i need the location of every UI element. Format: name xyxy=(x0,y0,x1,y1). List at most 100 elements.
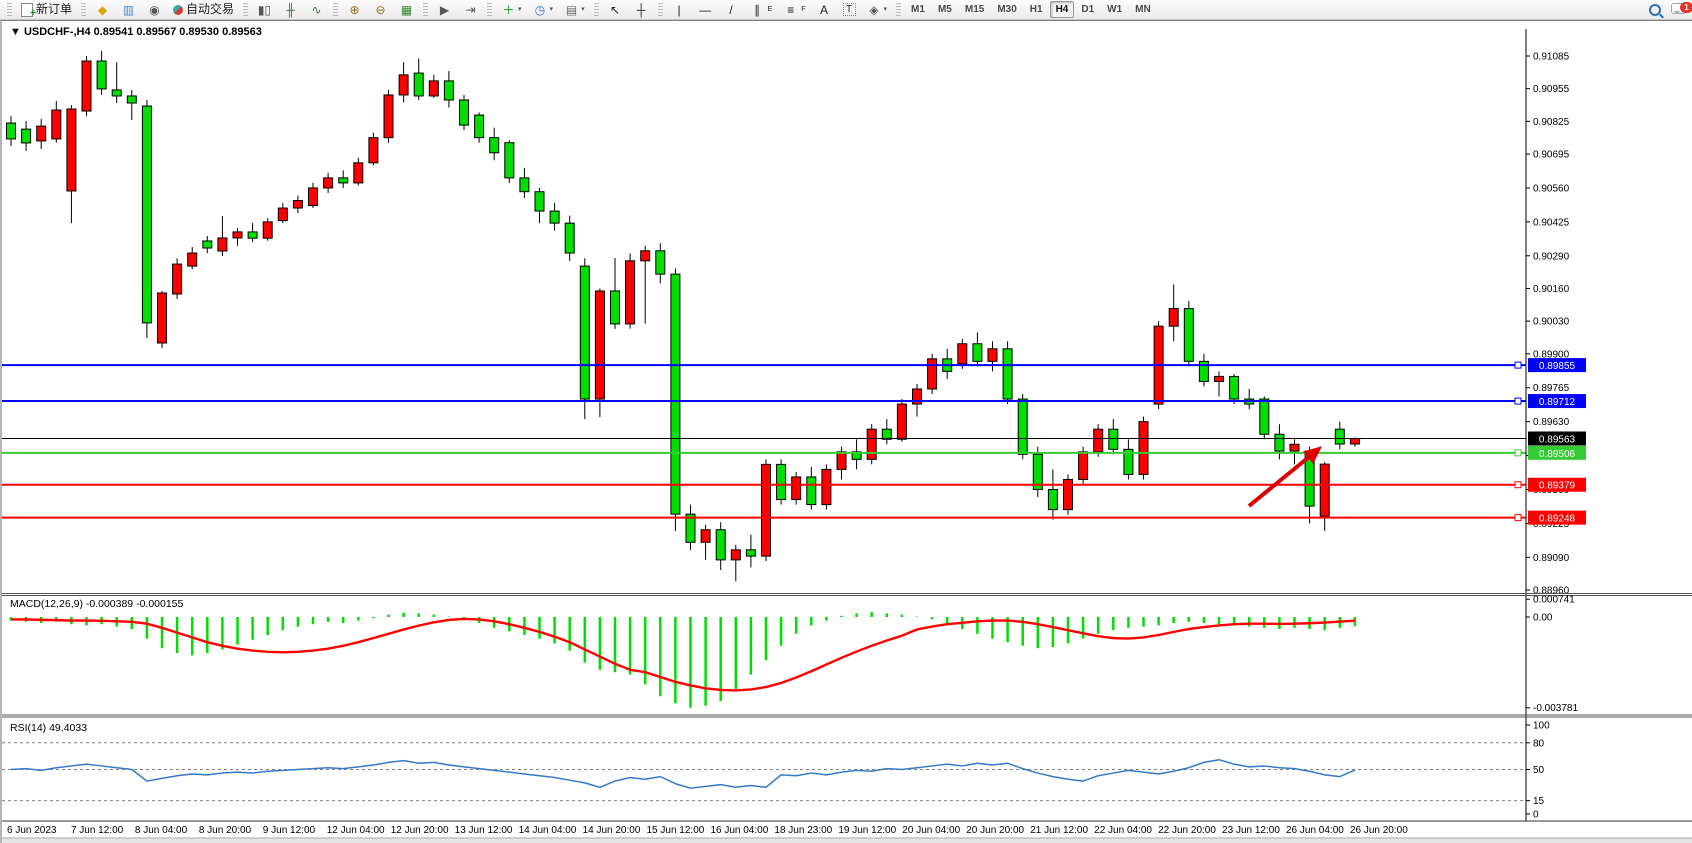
equidistant-channel-icon[interactable]: ∥ E xyxy=(745,0,778,19)
candlestick xyxy=(579,258,590,420)
candlestick xyxy=(202,235,213,254)
trendline-icon: / xyxy=(729,2,733,17)
chart-shift-icon[interactable]: ⇥ xyxy=(458,0,483,19)
candlestick xyxy=(1108,419,1119,455)
zoom-out-icon[interactable]: ⊖ xyxy=(368,0,393,19)
trendline-icon[interactable]: / xyxy=(719,0,744,19)
candlestick xyxy=(761,459,771,562)
notification-badge: 1 xyxy=(1680,2,1692,13)
trend-arrow[interactable] xyxy=(1247,446,1322,508)
candlestick xyxy=(791,471,802,505)
candlestick xyxy=(1198,353,1209,387)
timeframe-button-w1[interactable]: W1 xyxy=(1107,4,1123,15)
timeframe-button-m15[interactable]: M15 xyxy=(964,4,985,15)
horizontal-line-icon[interactable]: — xyxy=(693,0,718,19)
text-label-icon[interactable]: T xyxy=(838,0,861,19)
candlestick xyxy=(36,119,47,149)
candlestick xyxy=(141,99,152,338)
data-window-icon[interactable]: ▥ xyxy=(116,0,141,19)
zoom-in-icon[interactable]: ⊕ xyxy=(342,0,367,19)
rsi-axis-label: 80 xyxy=(1533,738,1545,749)
time-axis-label: 13 Jun 12:00 xyxy=(455,825,513,836)
text-label-icon: T xyxy=(842,3,856,16)
time-axis-label: 14 Jun 20:00 xyxy=(583,825,641,836)
time-axis-label: 22 Jun 04:00 xyxy=(1094,825,1152,836)
fibonacci-icon[interactable]: ≡ F xyxy=(778,0,810,19)
auto-trading-button[interactable]: 自动交易 xyxy=(168,0,239,19)
rsi-label: RSI(14) 49.4033 xyxy=(10,722,87,734)
candlestick xyxy=(594,288,605,418)
timeframe-button-h4[interactable]: H4 xyxy=(1049,1,1075,18)
notifications-button[interactable]: 1 xyxy=(1671,1,1692,19)
candlestick xyxy=(987,341,998,372)
usdchf-h4-chart[interactable]: ▼ USDCHF-,H4 0.89541 0.89567 0.89530 0.8… xyxy=(2,21,1692,843)
market-watch-icon[interactable]: ◆ xyxy=(90,0,115,19)
timeframe-button-m30[interactable]: M30 xyxy=(997,4,1017,15)
candlestick xyxy=(1229,373,1240,405)
toolbar-grip xyxy=(593,2,599,17)
candlestick xyxy=(81,56,92,117)
doc-plus-icon xyxy=(21,2,36,21)
level-line-handle[interactable] xyxy=(1514,514,1522,522)
timeframe-button-m5[interactable]: M5 xyxy=(937,4,952,15)
candlestick xyxy=(640,245,651,324)
timeframe-button-mn[interactable]: MN xyxy=(1135,4,1151,15)
line-chart-icon[interactable]: ∿ xyxy=(304,0,329,19)
price-axis-label: 0.90825 xyxy=(1533,117,1570,128)
time-axis-label: 12 Jun 20:00 xyxy=(391,825,449,836)
price-badge-label: 0.89712 xyxy=(1539,397,1576,408)
text-icon[interactable]: A xyxy=(812,0,837,19)
bar-chart-icon[interactable]: ▮▯ xyxy=(252,0,277,19)
crosshair-icon[interactable]: ┼ xyxy=(629,0,654,19)
candlestick xyxy=(1032,446,1043,498)
auto-trading-button-label: 自动交易 xyxy=(186,2,235,16)
toolbar-grip xyxy=(657,2,663,17)
time-axis-label: 7 Jun 12:00 xyxy=(71,825,124,836)
timeframe-button-d1[interactable]: D1 xyxy=(1081,4,1095,15)
cursor-icon[interactable]: ↖ xyxy=(603,0,628,19)
time-axis-label: 16 Jun 04:00 xyxy=(710,825,768,836)
auto-scroll-icon[interactable]: ▶ xyxy=(432,0,457,19)
price-axis-label: 0.90160 xyxy=(1533,284,1570,295)
candlestick xyxy=(1093,424,1104,457)
indicators-icon[interactable]: ＋ ▾ xyxy=(502,2,522,17)
candlestick-chart-icon: ╫ xyxy=(286,2,295,17)
candlestick xyxy=(474,112,485,143)
candlestick xyxy=(111,62,122,103)
chart-window: ▼ USDCHF-,H4 0.89541 0.89567 0.89530 0.8… xyxy=(0,20,1692,843)
navigator-icon: ◉ xyxy=(149,2,160,17)
candlestick xyxy=(957,338,968,369)
templates-icon[interactable]: ▤ ▾ xyxy=(565,2,585,17)
candlestick xyxy=(232,228,243,246)
time-axis-label: 14 Jun 04:00 xyxy=(519,825,577,836)
candlestick-chart-icon[interactable]: ╫ xyxy=(278,0,303,19)
price-badge xyxy=(1528,358,1586,373)
candlestick xyxy=(670,268,681,531)
candlestick xyxy=(685,504,696,550)
candlestick xyxy=(323,172,334,193)
candlestick xyxy=(51,100,62,143)
vertical-line-icon[interactable]: | xyxy=(667,0,692,19)
level-line-handle[interactable] xyxy=(1514,361,1522,369)
candlestick xyxy=(564,215,575,261)
price-badge-label: 0.89506 xyxy=(1539,449,1576,460)
level-line-handle[interactable] xyxy=(1514,481,1522,489)
symbol-ohlc-header: ▼ USDCHF-,H4 0.89541 0.89567 0.89530 0.8… xyxy=(10,26,262,38)
candlestick xyxy=(172,258,183,300)
shapes-icon[interactable]: ◈ ▾ xyxy=(862,0,893,19)
auto-trading-icon xyxy=(173,4,184,15)
tile-windows-icon[interactable]: ▦ xyxy=(394,0,419,19)
search-icon[interactable] xyxy=(1649,4,1661,16)
candlestick xyxy=(96,50,107,95)
toolbar-grip xyxy=(243,2,249,17)
timeframe-button-m1[interactable]: M1 xyxy=(911,4,925,15)
vertical-line-icon: | xyxy=(677,2,681,17)
level-line-handle[interactable] xyxy=(1514,449,1522,457)
navigator-icon[interactable]: ◉ xyxy=(142,0,167,19)
level-line-handle[interactable] xyxy=(1514,397,1522,405)
periods-icon[interactable]: ◷ ▾ xyxy=(528,0,559,19)
new-order-button[interactable]: 新订单 xyxy=(16,0,77,21)
candlestick xyxy=(277,203,288,224)
rsi-line xyxy=(10,758,1356,789)
timeframe-button-h1[interactable]: H1 xyxy=(1029,4,1043,15)
